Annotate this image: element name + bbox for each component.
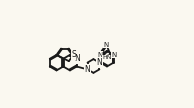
Text: N: N — [98, 52, 103, 58]
Text: HN: HN — [102, 55, 111, 60]
Text: N: N — [104, 42, 109, 48]
Text: N: N — [111, 52, 116, 58]
Text: S: S — [71, 50, 76, 59]
Text: N: N — [96, 58, 102, 67]
Text: N: N — [74, 54, 80, 63]
Text: N: N — [85, 65, 90, 74]
